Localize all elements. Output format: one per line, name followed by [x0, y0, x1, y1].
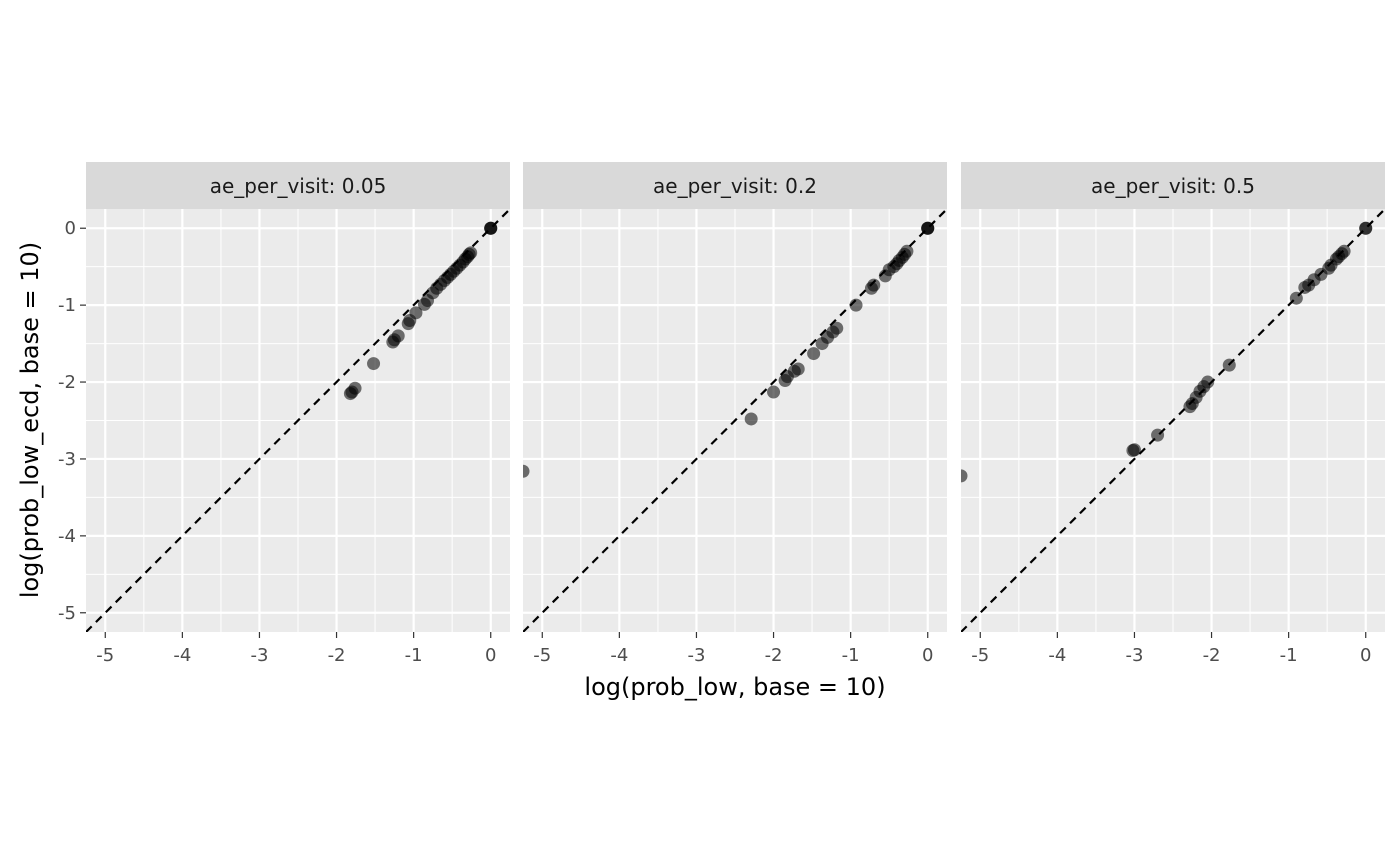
- x-tick-label: -5: [533, 645, 551, 666]
- points-group: [343, 221, 498, 401]
- x-tick-label: 0: [1360, 645, 1371, 666]
- data-point: [401, 317, 415, 331]
- strip-background: [961, 162, 1385, 209]
- data-point: [343, 387, 357, 401]
- reference-line-y-equals-x: [961, 209, 1385, 632]
- y-axis-title: log(prob_low_ecd, base = 10): [16, 242, 44, 598]
- x-tick-label: -1: [405, 645, 423, 666]
- y-tick-label: -3: [58, 449, 76, 470]
- data-point: [767, 385, 781, 399]
- data-point: [921, 221, 935, 235]
- data-point: [1183, 400, 1197, 414]
- y-tick-label: -2: [58, 372, 76, 393]
- y-tick-label: 0: [65, 218, 76, 239]
- strip-background: [86, 162, 510, 209]
- x-tick-label: -1: [1280, 645, 1298, 666]
- strip-label: ae_per_visit: 0.05: [210, 174, 387, 198]
- x-tick-label: -5: [96, 645, 114, 666]
- x-tick-label: -3: [687, 645, 705, 666]
- reference-line-y-equals-x: [523, 209, 947, 632]
- strip-label: ae_per_visit: 0.5: [1091, 174, 1255, 198]
- data-point: [1126, 443, 1140, 457]
- x-tick-label: -4: [610, 645, 628, 666]
- data-point: [417, 297, 431, 311]
- facet-panels: ae_per_visit: 0.05 -5 -4 -3 -2 -1 0 -5 -4 -3 -2 -1 0…: [58, 162, 1385, 666]
- points-group: [523, 221, 935, 478]
- x-tick-label: -3: [1125, 645, 1143, 666]
- data-point: [878, 269, 892, 283]
- x-tick-label: -4: [173, 645, 191, 666]
- data-point: [807, 347, 821, 361]
- strip-label: ae_per_visit: 0.2: [653, 174, 817, 198]
- strip-background: [523, 162, 947, 209]
- x-tick-label: -5: [971, 645, 989, 666]
- y-tick-label: -4: [58, 526, 76, 547]
- facet-panel-2: ae_per_visit: 0.2 -5 -4 -3 -2 -1 0: [523, 162, 947, 666]
- x-tick-label: -1: [842, 645, 860, 666]
- data-point: [1359, 221, 1373, 235]
- y-tick-label: -1: [58, 295, 76, 316]
- data-point: [864, 281, 878, 295]
- data-point: [1222, 358, 1236, 372]
- x-tick-label: -2: [765, 645, 783, 666]
- x-tick-label: -2: [328, 645, 346, 666]
- data-point: [1151, 428, 1165, 442]
- y-tick-label: -5: [58, 603, 76, 624]
- data-point: [367, 357, 381, 371]
- facet-panel-1: ae_per_visit: 0.05 -5 -4 -3 -2 -1 0 -5 -4 -3 -2 -1 0: [58, 162, 510, 666]
- data-point: [778, 374, 792, 388]
- facet-panel-3: ae_per_visit: 0.5 -5 -4 -3 -2 -1 0: [961, 162, 1385, 666]
- x-axis-title: log(prob_low, base = 10): [584, 673, 885, 701]
- data-point: [523, 464, 530, 478]
- points-group: [961, 221, 1373, 483]
- reference-line-y-equals-x: [86, 209, 510, 632]
- x-tick-label: 0: [485, 645, 496, 666]
- x-tick-label: -2: [1203, 645, 1221, 666]
- data-point: [744, 412, 758, 426]
- data-point: [386, 335, 400, 349]
- data-point: [849, 298, 863, 312]
- data-point: [1298, 280, 1312, 294]
- x-tick-label: -4: [1048, 645, 1066, 666]
- x-tick-label: 0: [922, 645, 933, 666]
- data-point: [815, 337, 829, 351]
- x-tick-label: -3: [250, 645, 268, 666]
- data-point: [484, 221, 498, 235]
- data-point: [1289, 291, 1303, 305]
- data-point: [961, 469, 968, 483]
